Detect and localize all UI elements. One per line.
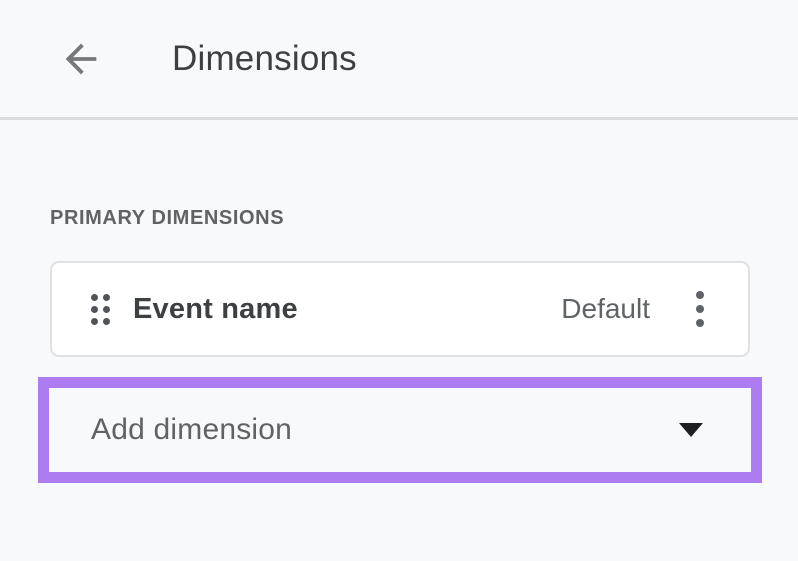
add-dimension-highlight: Add dimension bbox=[38, 377, 762, 483]
more-vertical-icon bbox=[696, 291, 704, 299]
more-options-button[interactable] bbox=[692, 287, 708, 331]
default-badge: Default bbox=[561, 293, 650, 324]
back-button[interactable] bbox=[56, 34, 106, 84]
caret-down-icon bbox=[679, 423, 703, 437]
arrow-back-icon bbox=[65, 43, 97, 74]
dimension-card[interactable]: Event name Default bbox=[50, 261, 750, 357]
dimension-name: Event name bbox=[133, 292, 298, 325]
header: Dimensions bbox=[0, 0, 798, 120]
page-title: Dimensions bbox=[172, 38, 357, 78]
drag-handle-icon[interactable] bbox=[91, 293, 110, 325]
add-dimension-label: Add dimension bbox=[91, 413, 293, 446]
section-label: PRIMARY DIMENSIONS bbox=[50, 207, 285, 229]
main-content: PRIMARY DIMENSIONS Event name Default Ad… bbox=[0, 207, 798, 483]
add-dimension-dropdown[interactable]: Add dimension bbox=[49, 388, 751, 472]
